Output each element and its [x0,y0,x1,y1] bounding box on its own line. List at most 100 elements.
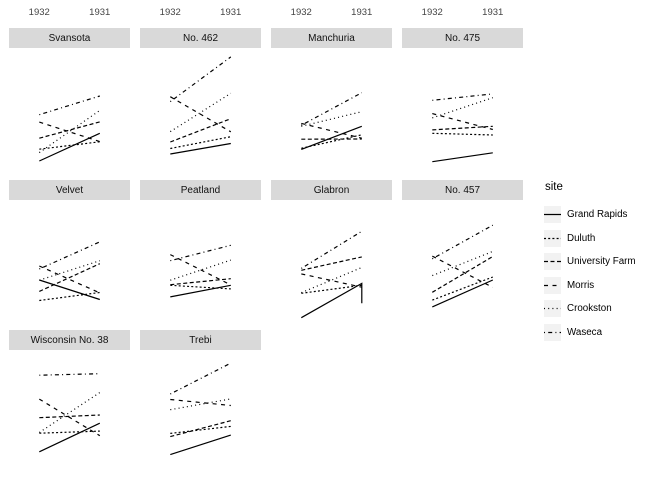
series-line-university-farm [432,125,493,131]
series-line-morris [39,265,101,294]
facet-panel-glabron [300,230,363,319]
legend-label: University Farm [567,256,636,267]
series-line-grand-rapids [39,279,100,301]
legend-key-solid-line-icon [544,206,561,223]
legend-item-university-farm: University Farm [544,253,636,270]
facet-strip-peatland: Peatland [140,180,261,200]
series-line-crookston [301,111,362,127]
series-line-university-farm [39,414,100,419]
series-line-grand-rapids [39,132,101,162]
series-line-duluth [39,430,100,434]
legend-key-dashed-short-line-icon [544,229,561,247]
series-line-waseca [301,92,363,126]
legend-label: Duluth [567,232,596,244]
legend-key-dotted-line-icon [544,300,561,317]
series-line-morris [432,255,494,288]
legend-item-crookston: Crookston [544,300,612,317]
series-line-grand-rapids [39,422,101,453]
legend-item-grand-rapids: Grand Rapids [544,206,627,223]
series-line-waseca [170,244,231,262]
series-line-university-farm [170,278,231,286]
series-line-duluth [39,141,100,150]
legend-key-dashed-medium-line-icon [544,253,561,270]
series-line-grand-rapids [301,125,363,150]
series-line-duluth [432,276,494,301]
series-line-waseca [432,224,494,260]
legend-label: Grand Rapids [567,209,628,220]
series-line-crookston [170,398,231,411]
series-line-duluth [432,132,493,136]
series-line-morris [39,121,100,143]
series-line-crookston [169,92,232,133]
series-line-university-farm [301,256,362,271]
series-line-grand-rapids [170,142,231,155]
series-line-university-farm [431,255,494,293]
series-line-morris [170,398,231,407]
facet-strip-glabron: Glabron [271,180,392,200]
series-line-university-farm [39,121,100,139]
facet-panel-trebi [170,362,232,456]
facet-strip-no-475: No. 475 [402,28,523,48]
legend-label: Waseca [567,326,603,338]
series-line-duluth [170,425,231,434]
series-line-crookston [301,266,363,294]
series-line-duluth [301,284,362,294]
axis-tick-label-1932: 1932 [159,7,181,18]
axis-tick-label-1931: 1931 [482,7,504,18]
series-line-morris [38,398,101,437]
facet-strip-no-457: No. 457 [402,180,523,200]
legend-label: Morris [567,279,595,291]
series-line-morris [170,254,232,286]
series-line-duluth [39,291,100,302]
series-line-morris [432,113,493,131]
facet-strip-svansota: Svansota [9,28,130,48]
series-line-morris [301,273,362,288]
axis-tick-label-1931: 1931 [220,7,242,18]
series-line-university-farm [170,118,232,143]
series-line-grand-rapids [432,279,494,308]
series-line-university-farm [39,263,101,292]
series-line-university-farm [170,420,231,438]
axis-tick-label-1931: 1931 [351,7,373,18]
series-line-crookston [38,109,101,154]
axis-tick-label-1931: 1931 [89,7,111,18]
legend-key-dotdash-line-icon [544,323,561,341]
series-line-grand-rapids [170,434,231,456]
series-line-waseca [169,56,232,103]
series-line-grand-rapids [301,282,363,319]
series-line-duluth [170,136,231,150]
axis-tick-label-1932: 1932 [28,7,50,18]
series-line-morris [169,96,232,133]
facet-panel-peatland [170,244,232,298]
axis-tick-label-1932: 1932 [421,7,443,18]
facet-strip-velvet: Velvet [9,180,130,200]
facet-panel-no-457 [431,224,494,308]
legend-item-waseca: Waseca [544,323,603,341]
facet-panel-no-475 [432,93,493,163]
series-line-waseca [39,241,101,270]
facet-panel-no-462 [169,56,232,155]
legend-item-morris: Morris [544,276,595,294]
legend-label: Crookston [567,303,612,314]
series-line-waseca [300,230,363,269]
facet-panel-velvet [39,241,101,302]
facet-panel-svansota [38,95,101,162]
facet-strip-trebi: Trebi [140,330,261,350]
series-line-waseca [39,95,100,116]
facet-panel-manchuria [301,92,363,150]
series-line-duluth [170,284,231,290]
legend-item-duluth: Duluth [544,229,596,247]
facet-panel-wisconsin-no-38 [38,373,101,453]
legend-title: site [545,181,563,193]
series-line-waseca [432,93,493,101]
series-line-duluth [301,134,362,149]
axis-tick-label-1932: 1932 [290,7,312,18]
facet-strip-wisconsin-no-38: Wisconsin No. 38 [9,330,130,350]
series-line-morris [301,122,362,139]
facet-strip-manchuria: Manchuria [271,28,392,48]
series-line-crookston [38,391,101,434]
facet-strip-no-462: No. 462 [140,28,261,48]
series-line-crookston [432,97,493,119]
series-line-waseca [170,362,232,395]
